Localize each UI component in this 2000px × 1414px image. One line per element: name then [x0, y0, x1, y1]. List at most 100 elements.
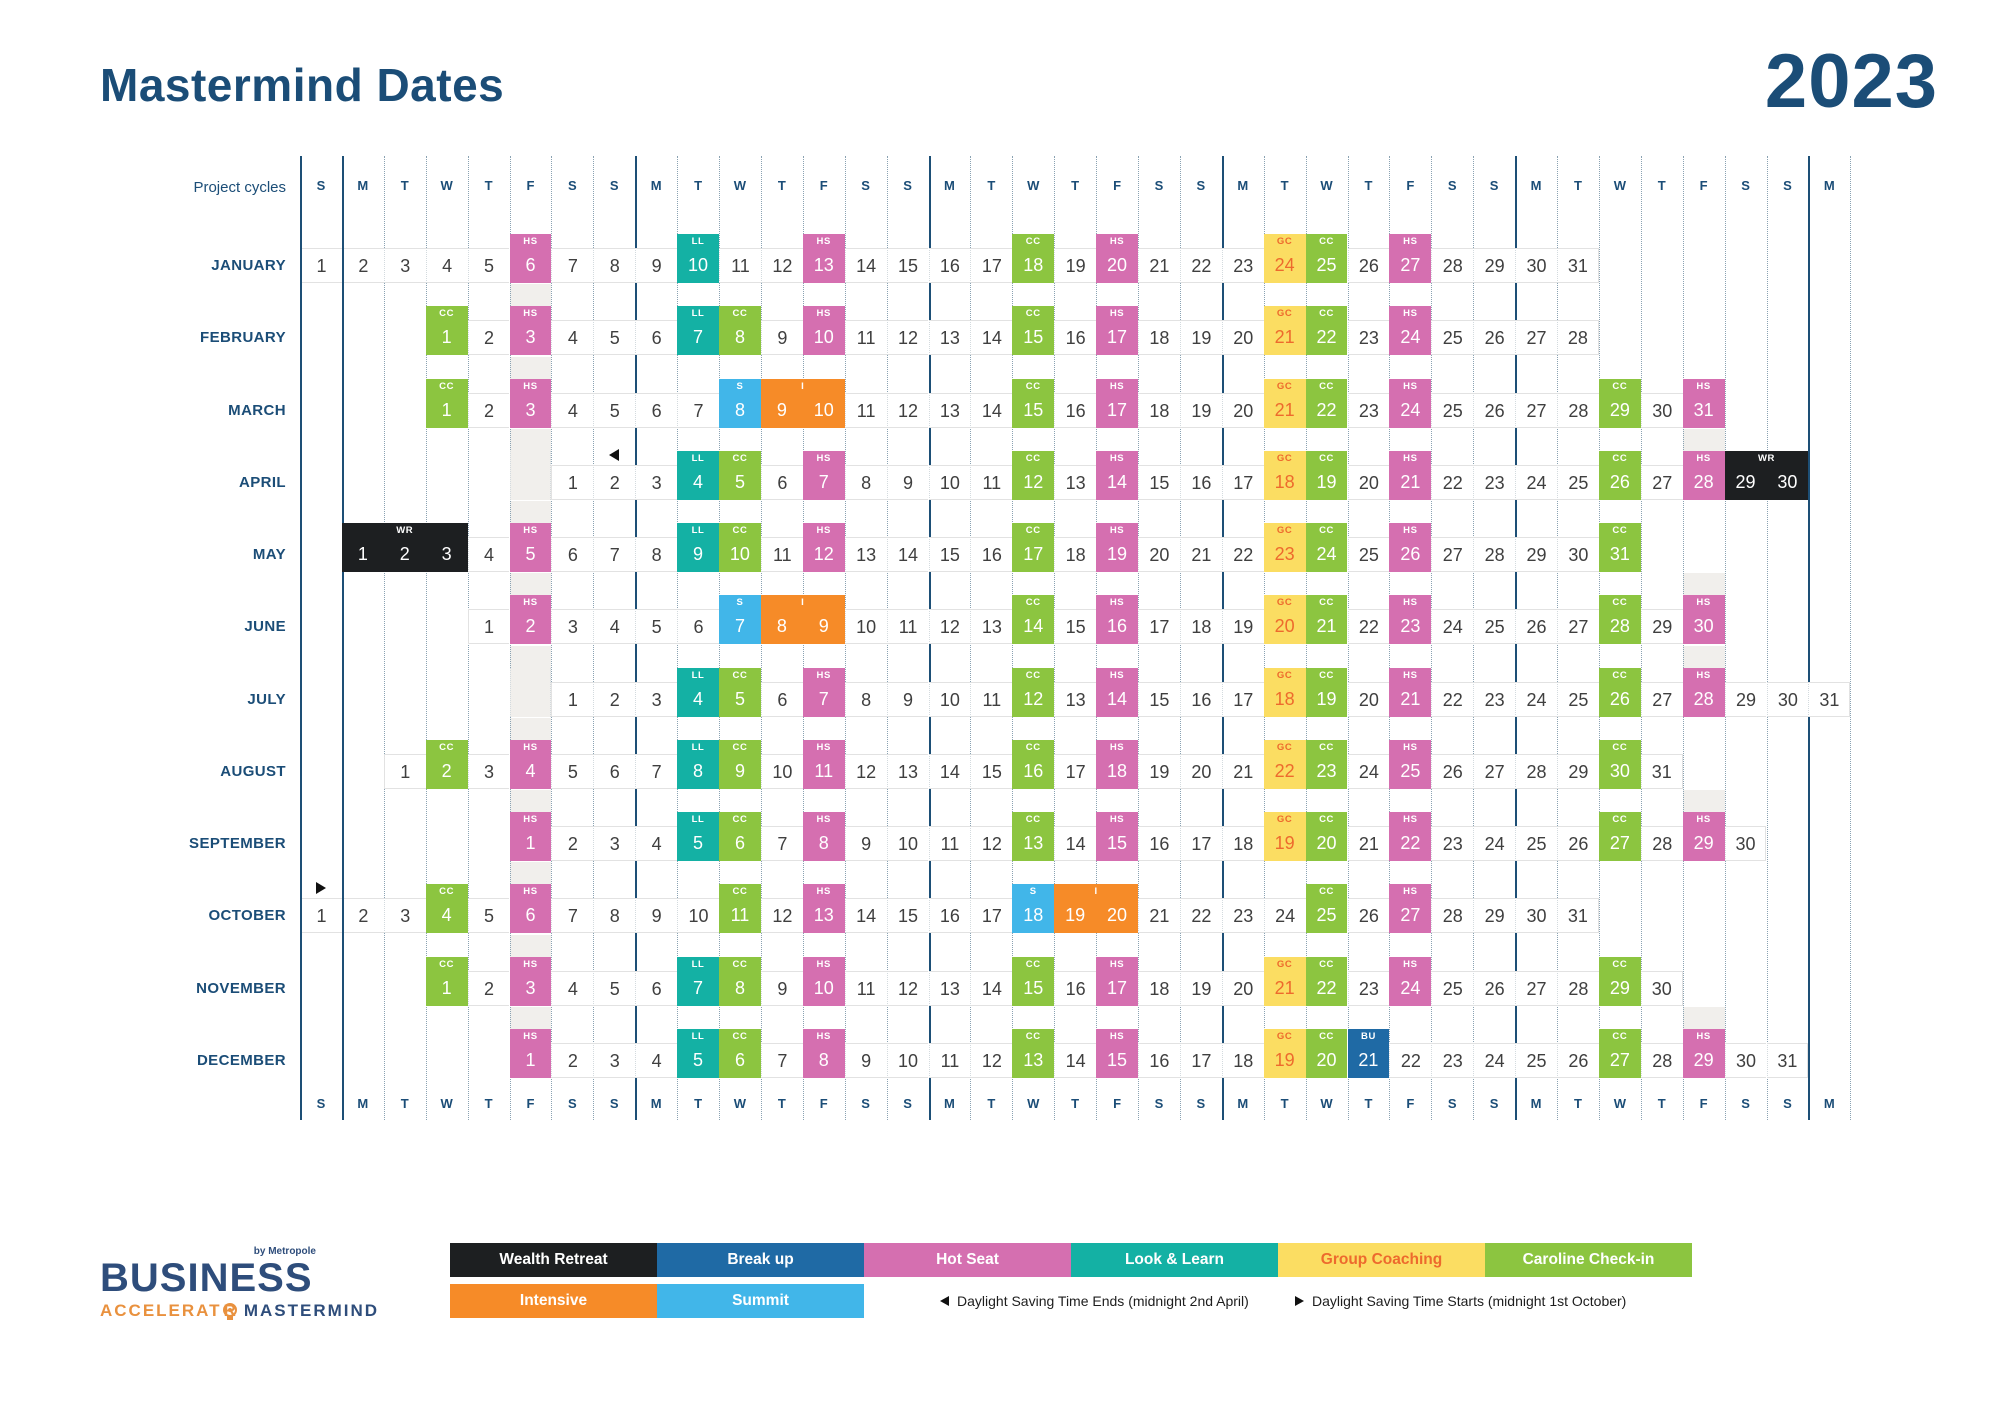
day-number: 1	[316, 256, 327, 276]
event-label: HS	[1109, 308, 1125, 320]
event-block-hot-seat: HS 17	[1096, 956, 1138, 1006]
event-block-caroline-check-in: CC 2	[425, 739, 468, 789]
day-number: 6	[651, 400, 662, 421]
event-block-caroline-check-in: CC 25	[1305, 884, 1348, 934]
day-cell: 18	[1179, 609, 1222, 645]
day-number: 25	[1442, 978, 1463, 999]
day-cell: 23	[1431, 1042, 1474, 1078]
event-block-caroline-check-in: CC 1	[425, 956, 468, 1006]
event-day-number: 24	[1316, 544, 1337, 564]
day-number: 23	[1442, 834, 1463, 854]
event-label: GC	[1276, 958, 1293, 970]
event-label: S	[736, 597, 744, 609]
event-day-number: 8	[818, 1049, 829, 1070]
event-label: HS	[816, 452, 831, 464]
weekday-footer-letter: S	[316, 1096, 326, 1111]
day-number: 18	[1149, 978, 1170, 999]
day-cell: 26	[1473, 320, 1516, 356]
day-cell: 15	[886, 898, 929, 934]
event-block-caroline-check-in: CC 12	[1012, 667, 1055, 717]
day-cell: 24	[1473, 1042, 1516, 1078]
weekday-header-letter: M	[1823, 178, 1835, 193]
event-label: HS	[816, 958, 831, 970]
day-cell: 30	[1724, 1042, 1767, 1078]
event-day-number: 29	[1693, 1049, 1714, 1070]
event-label: CC	[1025, 741, 1041, 753]
event-label: GC	[1276, 669, 1293, 681]
event-riser	[1682, 1006, 1725, 1029]
event-block-caroline-check-in: CC 29	[1598, 956, 1641, 1006]
day-cell: 10	[928, 681, 971, 717]
event-day-number: 30	[1609, 760, 1630, 781]
day-cell: 12	[928, 609, 971, 645]
event-riser	[1682, 428, 1725, 451]
day-number: 13	[856, 545, 877, 565]
month-label: NOVEMBER	[196, 979, 286, 997]
day-cell: 9	[844, 1042, 887, 1078]
event-block-caroline-check-in: CC 17	[1012, 523, 1055, 572]
day-cell: 16	[1054, 320, 1097, 356]
event-day-number: 7	[818, 688, 829, 709]
day-number: 23	[1358, 328, 1379, 349]
weekday-footer-letter: S	[609, 1096, 619, 1111]
day-cell: 19	[1138, 753, 1180, 789]
weekday-footer-letter: S	[568, 1096, 577, 1111]
event-label: CC	[1319, 669, 1334, 681]
day-number: 18	[1065, 545, 1086, 565]
day-cell: 5	[593, 320, 636, 356]
event-riser	[509, 284, 552, 307]
event-day-number: 16	[1023, 760, 1044, 781]
day-number: 24	[1358, 761, 1379, 782]
day-cell: 25	[1431, 320, 1474, 356]
day-cell: 30	[1724, 826, 1767, 861]
weekday-header-letter: W	[440, 178, 453, 193]
day-cell: 4	[551, 320, 594, 356]
month-label: JANUARY	[211, 257, 286, 274]
day-number: 15	[981, 761, 1002, 782]
event-block-intensive: I 9 10	[760, 378, 845, 428]
day-cell: 1	[383, 753, 426, 789]
day-cell: 26	[1557, 826, 1599, 861]
project-cycles-label: Project cycles	[193, 179, 286, 196]
day-number: 13	[939, 978, 960, 999]
day-number: 6	[651, 328, 662, 349]
event-label: HS	[1696, 669, 1711, 681]
event-block-hot-seat: HS 24	[1389, 378, 1432, 428]
event-block-caroline-check-in: CC 13	[1012, 1028, 1055, 1078]
day-number: 16	[1065, 328, 1086, 349]
event-day-number: 19	[1274, 1049, 1295, 1070]
event-label: GC	[1276, 597, 1293, 609]
day-cell: 28	[1473, 537, 1516, 572]
legend-item-hot-seat: Hot Seat	[864, 1243, 1071, 1277]
day-number: 27	[1442, 545, 1463, 565]
event-block-hot-seat: HS 14	[1096, 450, 1138, 500]
day-cell: 8	[635, 537, 678, 572]
day-number: 5	[484, 256, 495, 276]
day-number: 23	[1442, 1050, 1463, 1071]
event-block-look-learn: LL 10	[677, 234, 719, 283]
day-cell: 1	[551, 464, 594, 500]
day-cell: 16	[1138, 1042, 1180, 1078]
day-number: 26	[1568, 834, 1589, 854]
event-label: HS	[1696, 597, 1711, 609]
day-number: 15	[939, 545, 960, 565]
event-day-number: 6	[734, 1049, 745, 1070]
weekday-footer-letter: T	[484, 1096, 493, 1111]
event-day-number: 20	[1316, 833, 1337, 853]
event-block-hot-seat: HS 5	[509, 523, 552, 572]
day-number: 11	[772, 545, 792, 565]
day-number: 24	[1275, 906, 1296, 927]
day-cell: 15	[928, 537, 971, 572]
event-day-number: 15	[1023, 399, 1044, 420]
event-label: CC	[732, 958, 748, 970]
event-label: HS	[816, 525, 831, 536]
day-cell: 11	[928, 1042, 971, 1078]
day-number: 25	[1568, 472, 1589, 493]
event-block-caroline-check-in: CC 12	[1012, 450, 1055, 500]
day-number: 20	[1149, 545, 1170, 565]
grid-line	[1766, 156, 1768, 1120]
weekday-footer-letter: S	[1154, 1096, 1164, 1111]
day-number: 21	[1191, 545, 1212, 565]
event-label: CC	[1612, 380, 1628, 392]
event-day-number: 23	[1316, 760, 1337, 781]
